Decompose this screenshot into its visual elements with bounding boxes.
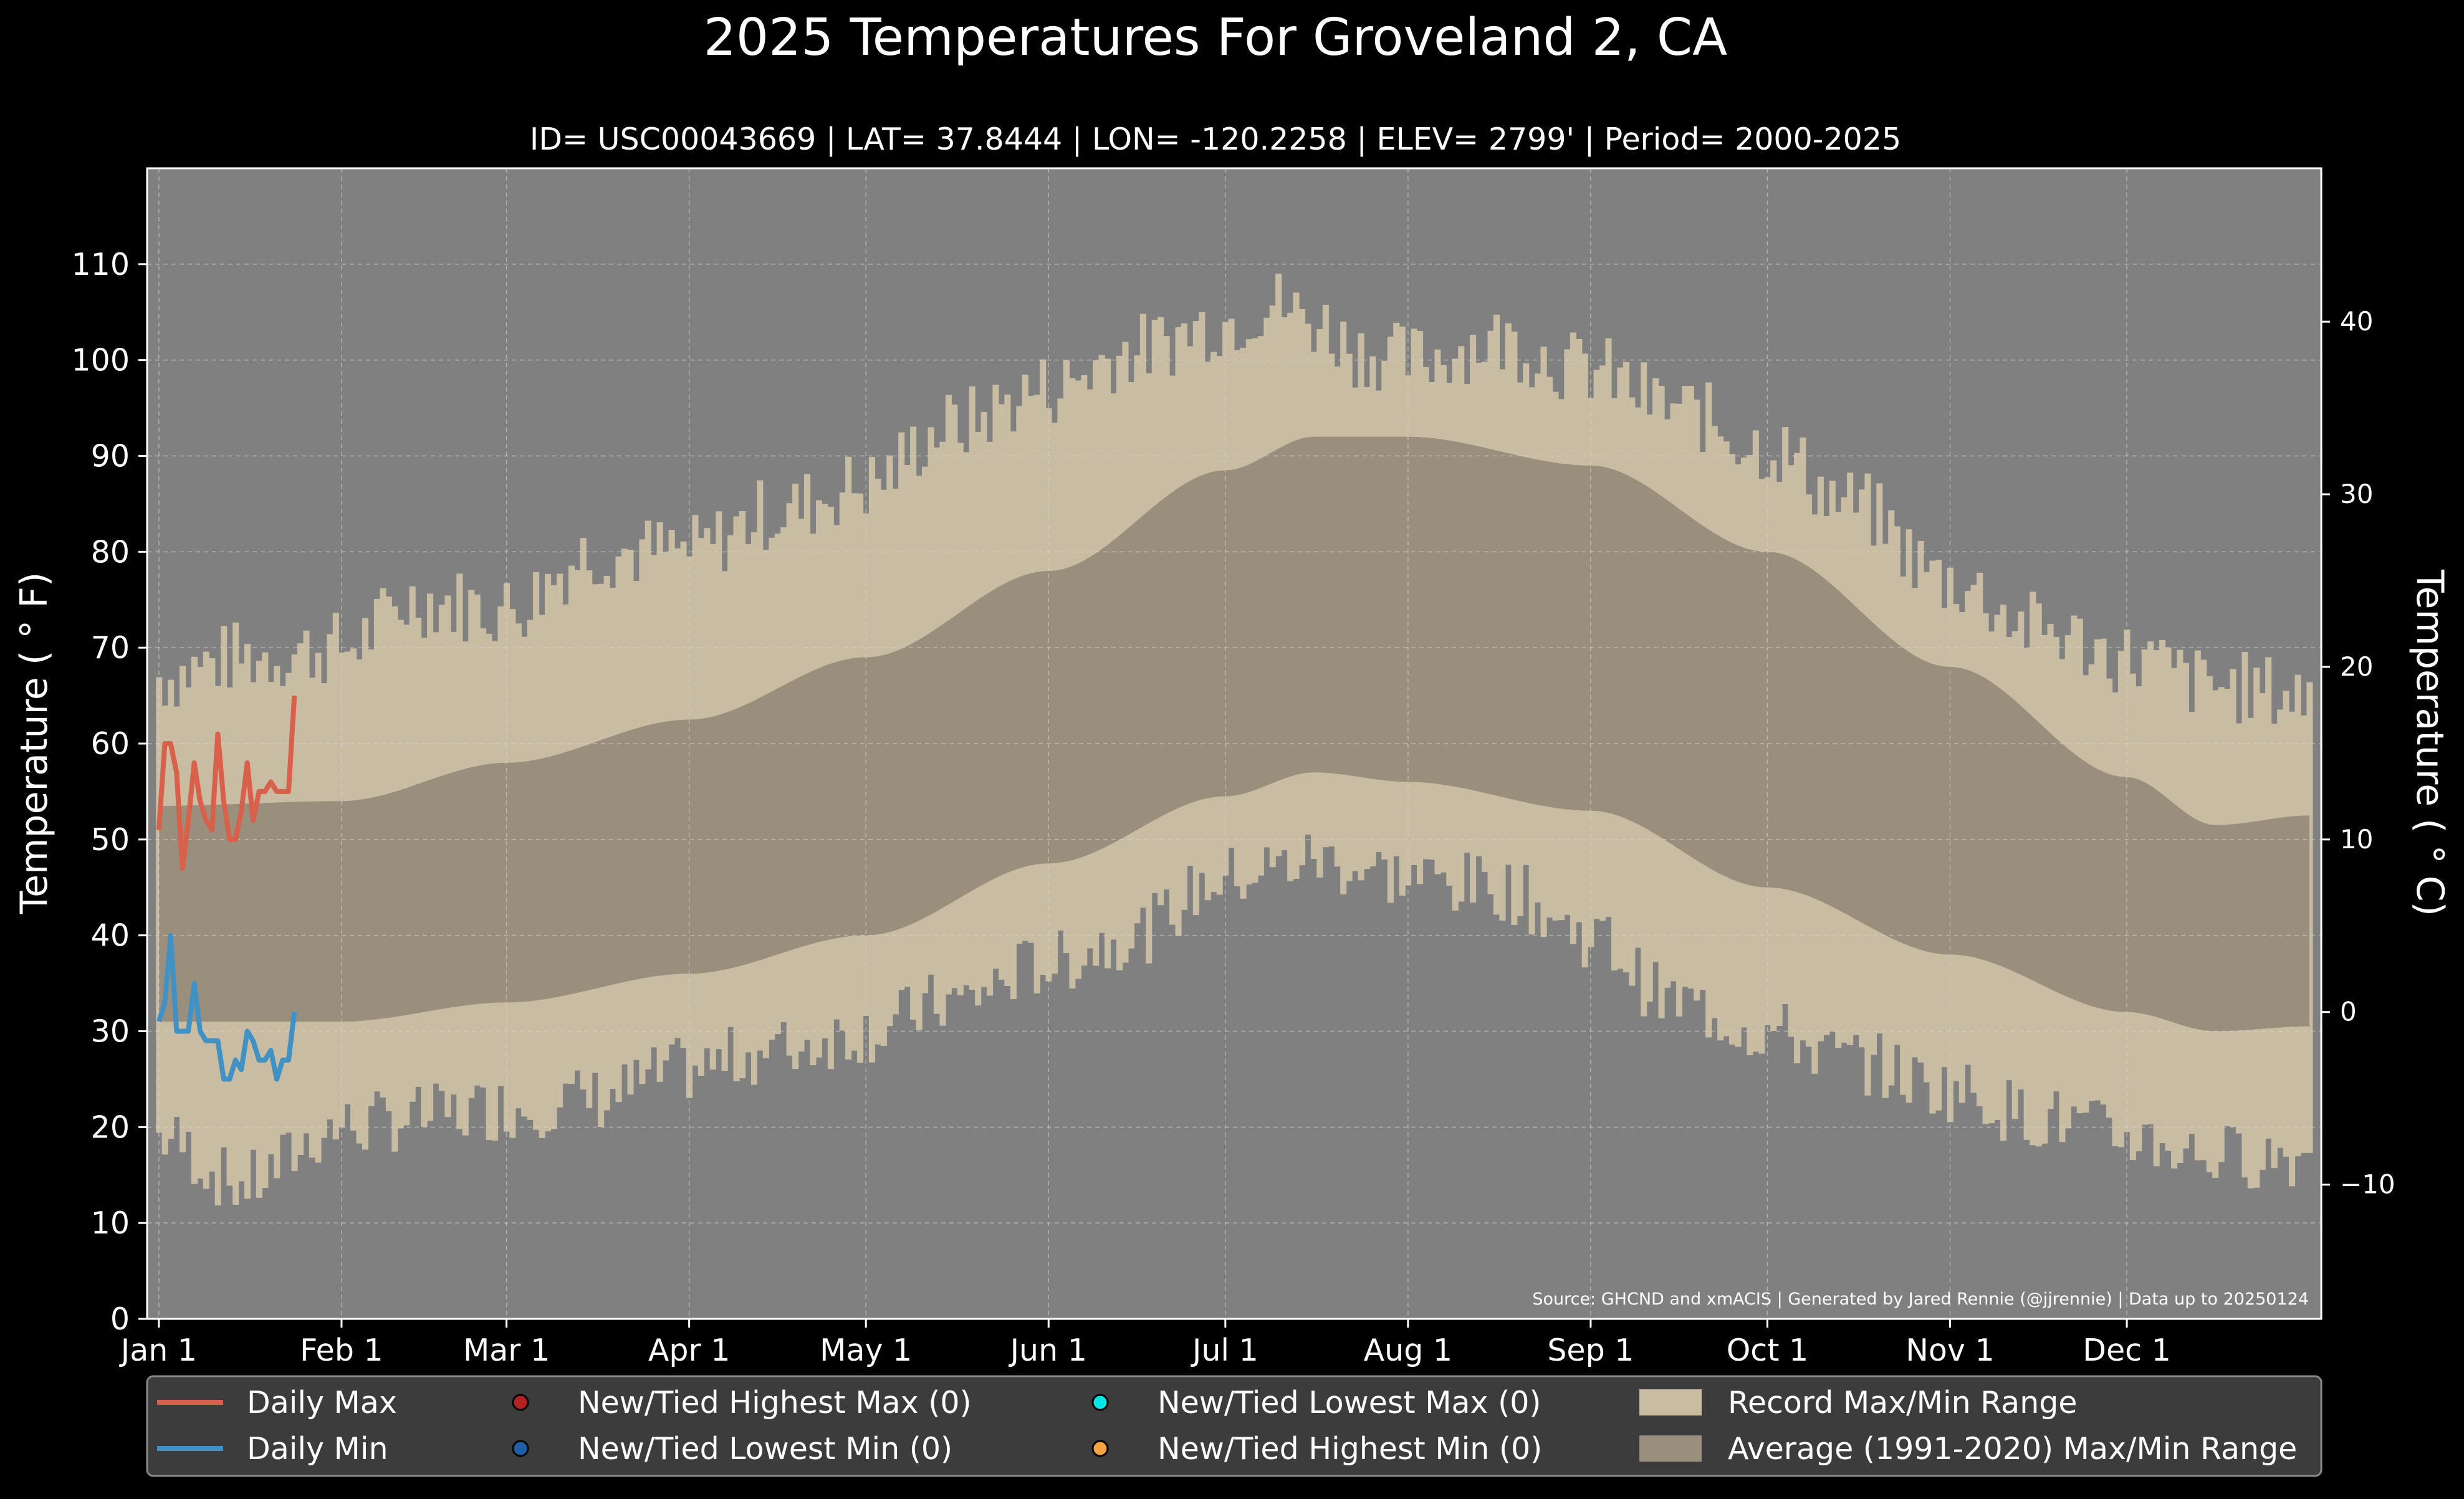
y-tick-label-right: 20 — [2340, 651, 2373, 682]
y-tick-label-right: 40 — [2340, 306, 2373, 337]
y-tick-label-right: −10 — [2340, 1169, 2395, 1200]
legend-label: Average (1991-2020) Max/Min Range — [1728, 1431, 2297, 1467]
legend-label: Daily Min — [247, 1431, 388, 1467]
y-tick-label: 20 — [91, 1109, 130, 1145]
legend-box — [146, 1375, 2323, 1477]
x-tick-label: Dec 1 — [2083, 1333, 2171, 1368]
y-tick-label-right: 30 — [2340, 479, 2373, 509]
legend-label: New/Tied Highest Max (0) — [578, 1385, 972, 1420]
y-tick-label: 60 — [91, 726, 130, 762]
y-tick-label: 100 — [71, 343, 130, 378]
legend-average-range: Average (1991-2020) Max/Min Range — [1639, 1431, 2297, 1467]
legend-label: Record Max/Min Range — [1728, 1385, 2078, 1420]
x-tick-label: May 1 — [820, 1333, 912, 1368]
average-range-band — [158, 436, 2310, 1032]
legend-swatch-dot — [1091, 1440, 1109, 1457]
x-tick-label: Jun 1 — [1009, 1333, 1087, 1368]
y-tick-label: 80 — [91, 534, 130, 570]
legend-swatch-patch — [1639, 1389, 1702, 1415]
y-axis-label-celsius: Temperature ( ° C) — [2408, 569, 2452, 916]
legend-daily-max: Daily Max — [157, 1385, 397, 1420]
record-range-bar — [2306, 682, 2313, 1153]
y-ticks-left: 0 10 20 30 40 50 60 70 80 90 100 110 — [71, 247, 147, 1337]
daily-min-line — [156, 932, 297, 1082]
y-tick-label-right: 10 — [2340, 824, 2373, 855]
source-note: Source: GHCND and xmACIS | Generated by … — [1532, 1290, 2309, 1309]
legend-swatch-dot — [1091, 1394, 1109, 1411]
x-tick-label: Feb 1 — [300, 1333, 383, 1368]
y-tick-label: 90 — [91, 439, 130, 474]
legend-new-lowest-min: New/Tied Lowest Min (0) — [512, 1431, 952, 1467]
x-tick-label: Nov 1 — [1906, 1333, 1994, 1368]
y-tick-label: 40 — [91, 918, 130, 954]
x-tick-label: Mar 1 — [463, 1333, 550, 1368]
x-tick-label: Aug 1 — [1364, 1333, 1452, 1368]
y-ticks-right: −10 0 10 20 30 40 — [2321, 306, 2395, 1200]
x-ticks: Jan 1 Feb 1 Mar 1 Apr 1 May 1 Jun 1 Jul 1 Aug 1… — [119, 1319, 2171, 1368]
legend-swatch-dot — [512, 1440, 529, 1457]
axes: 0 10 20 30 40 50 60 70 80 90 100 110 −10 0 10 20 30 40 Jan… — [71, 247, 2395, 1368]
y-tick-label: 10 — [91, 1205, 130, 1241]
daily-max-line — [156, 695, 297, 871]
x-tick-label: Jul 1 — [1191, 1333, 1258, 1368]
x-tick-label: Apr 1 — [648, 1333, 731, 1368]
y-tick-label-right: 0 — [2340, 997, 2357, 1027]
legend-swatch-dot — [512, 1394, 529, 1411]
chart-title: 2025 Temperatures For Groveland 2, CA — [704, 8, 1728, 67]
legend: Daily Max Daily Min New/Tied Highest Max (… — [146, 1375, 2323, 1477]
y-tick-label: 110 — [71, 247, 130, 282]
legend-label: New/Tied Lowest Min (0) — [578, 1431, 952, 1467]
legend-new-highest-max: New/Tied Highest Max (0) — [512, 1385, 972, 1420]
y-tick-label: 30 — [91, 1014, 130, 1050]
y-tick-label: 50 — [91, 822, 130, 858]
legend-daily-min: Daily Min — [157, 1431, 388, 1467]
legend-new-lowest-max: New/Tied Lowest Max (0) — [1091, 1385, 1541, 1420]
y-axis-label-fahrenheit: Temperature ( ° F) — [12, 572, 56, 915]
x-tick-label: Sep 1 — [1547, 1333, 1634, 1368]
legend-record-range: Record Max/Min Range — [1639, 1385, 2078, 1420]
y-tick-label: 0 — [110, 1301, 130, 1337]
plot-area — [146, 167, 2323, 1320]
legend-label: New/Tied Highest Min (0) — [1158, 1431, 1542, 1467]
x-tick-label: Oct 1 — [1727, 1333, 1808, 1368]
legend-label: Daily Max — [247, 1385, 397, 1420]
legend-new-highest-min: New/Tied Highest Min (0) — [1091, 1431, 1542, 1467]
chart-subtitle: ID= USC00043669 | LAT= 37.8444 | LON= -1… — [530, 122, 1901, 157]
x-tick-label: Jan 1 — [119, 1333, 197, 1368]
legend-swatch-patch — [1639, 1435, 1702, 1462]
y-tick-label: 70 — [91, 630, 130, 666]
legend-label: New/Tied Lowest Max (0) — [1158, 1385, 1541, 1420]
